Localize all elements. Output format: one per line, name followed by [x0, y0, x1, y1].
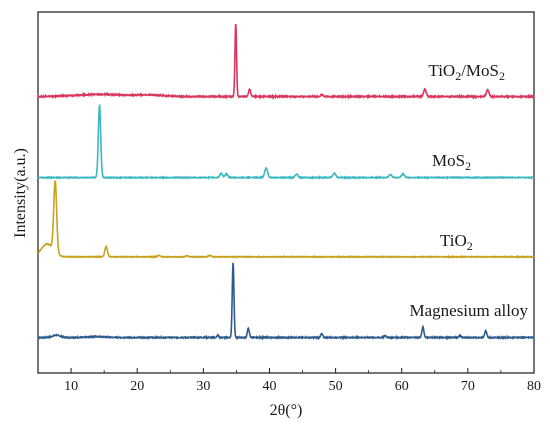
x-axis-label: 2θ(°) — [270, 402, 303, 419]
series-layer — [37, 23, 535, 341]
series-line — [37, 23, 535, 100]
series-label: TiO2/MoS2 — [428, 61, 505, 83]
series-line — [37, 180, 535, 259]
plot-frame — [37, 11, 535, 374]
series-label: TiO2 — [440, 231, 473, 253]
x-tick-label: 60 — [395, 379, 409, 394]
x-tick-label: 50 — [329, 379, 343, 394]
x-tick-label: 40 — [262, 379, 276, 394]
x-tick-label: 80 — [527, 379, 541, 394]
y-axis-label: Intensity(a.u.) — [12, 148, 29, 238]
series-line — [37, 103, 535, 181]
series-label: MoS2 — [432, 151, 471, 173]
series-label: Magnesium alloy — [409, 301, 528, 320]
series-line — [37, 262, 535, 341]
x-tick-label: 70 — [461, 379, 475, 394]
x-axis-ticks: 10 20 30 40 50 60 70 80 — [64, 368, 541, 394]
x-tick-label: 20 — [130, 379, 144, 394]
x-tick-label: 30 — [196, 379, 210, 394]
x-tick-label: 10 — [64, 379, 78, 394]
series-label-layer: Magnesium alloy TiO2 MoS2 TiO2/MoS2 — [409, 61, 528, 320]
